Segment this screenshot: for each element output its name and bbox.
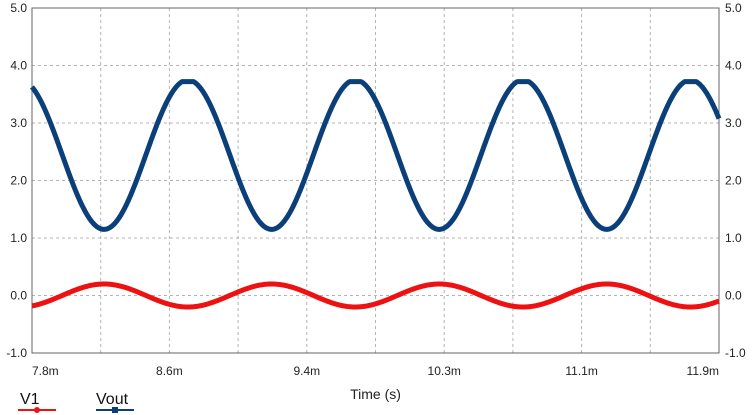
y-tick-label-right: 0.0 [725, 289, 742, 303]
y-tick-label-left: 4.0 [10, 59, 27, 73]
x-tick-label: 11.9m [687, 364, 719, 378]
y-tick-label-left: 2.0 [10, 174, 27, 188]
x-tick-label: 10.3m [428, 364, 461, 378]
y-tick-label-right: -1.0 [725, 346, 746, 360]
y-tick-label-right: 3.0 [725, 116, 742, 130]
x-tick-label: 11.1m [565, 364, 597, 378]
y-tick-label-left: 0.0 [10, 289, 27, 303]
y-tick-label-left: 3.0 [10, 116, 27, 130]
y-tick-label-right: 1.0 [725, 231, 742, 245]
tick-labels: 5.0 4.0 3.0 2.0 1.0 0.0 -1.0 5.0 4.0 3.0 2.0 1.0 0.0… [6, 1, 746, 378]
y-tick-label-left: 1.0 [10, 231, 27, 245]
y-tick-label-right: 2.0 [725, 174, 742, 188]
legend-marker-square-icon [112, 407, 118, 413]
x-tick-label: 7.8m [32, 364, 59, 378]
y-tick-label-left: 5.0 [10, 1, 27, 15]
legend-label-v1: V1 [20, 391, 40, 408]
legend-label-vout: Vout [96, 391, 129, 408]
x-tick-label: 8.6m [156, 364, 183, 378]
y-tick-label-left: -1.0 [6, 346, 27, 360]
x-axis-title: Time (s) [350, 386, 401, 402]
series-layer [30, 79, 722, 310]
legend: V1 Vout [18, 391, 134, 413]
legend-marker-circle-icon [34, 407, 40, 413]
y-tick-label-right: 5.0 [725, 1, 742, 15]
y-tick-label-right: 4.0 [725, 59, 742, 73]
plot-frame [31, 7, 720, 354]
series-line-vout [30, 79, 722, 232]
x-tick-label: 9.4m [293, 364, 320, 378]
series-line-v1 [30, 281, 721, 310]
